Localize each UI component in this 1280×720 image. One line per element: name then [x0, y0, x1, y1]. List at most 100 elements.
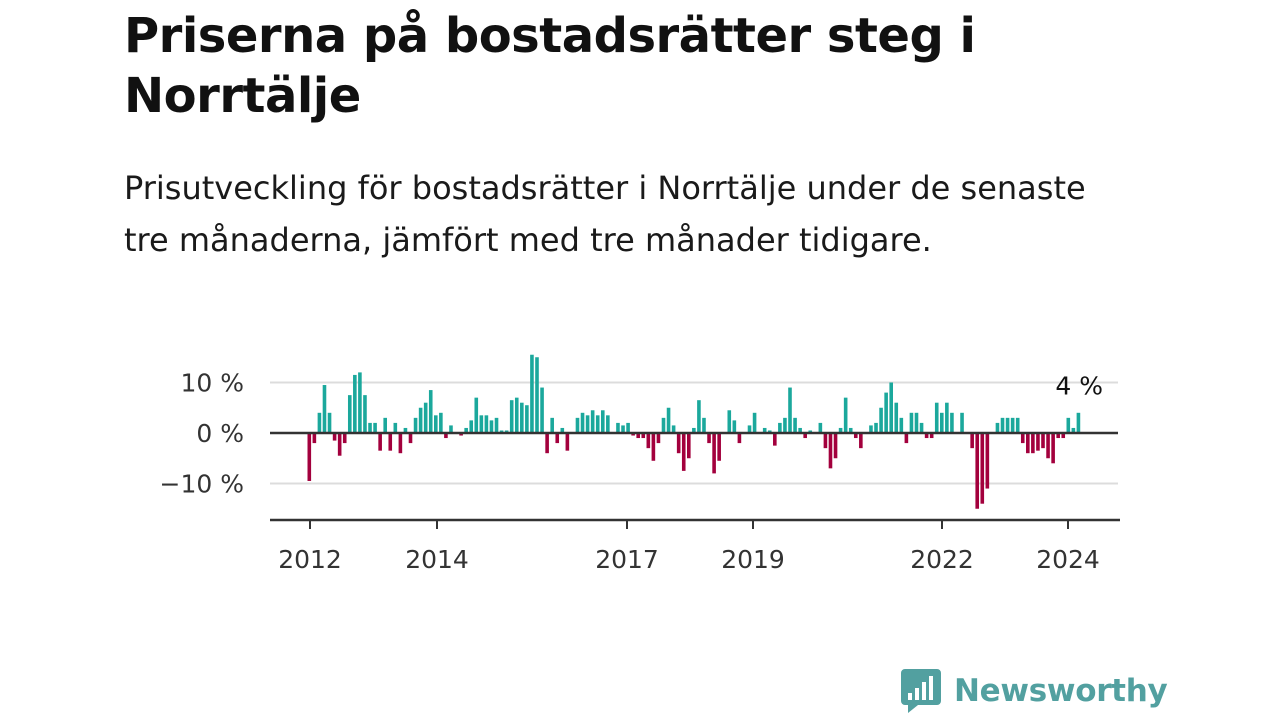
bar: [342, 433, 347, 444]
bar: [1000, 417, 1005, 433]
bar: [1071, 427, 1076, 433]
bar: [484, 415, 489, 433]
bar: [434, 415, 438, 433]
bar: [631, 433, 635, 436]
bar: [975, 433, 980, 509]
bar: [1041, 433, 1045, 449]
bar: [666, 407, 671, 433]
newsworthy-brand[interactable]: Newsworthy: [900, 668, 1168, 714]
bar: [388, 433, 393, 451]
bar: [393, 422, 398, 433]
bar: [1010, 417, 1015, 433]
bar: [494, 417, 499, 433]
newsworthy-logo-icon: [901, 669, 941, 713]
x-tick-label: 2024: [1036, 545, 1100, 574]
bar: [783, 417, 787, 433]
bar: [793, 417, 797, 433]
bar: [327, 412, 332, 433]
bar: [444, 433, 448, 439]
bar: [550, 417, 554, 433]
bar: [580, 412, 585, 433]
bar: [950, 412, 954, 433]
bar: [798, 427, 802, 433]
bar: [595, 415, 600, 433]
bar: [1066, 417, 1071, 433]
brand-name: Newsworthy: [954, 673, 1168, 709]
bar: [762, 427, 767, 433]
bar: [853, 433, 858, 439]
bar: [945, 402, 949, 433]
x-tick-label: 2012: [278, 545, 342, 574]
bar: [894, 402, 899, 433]
bar: [914, 412, 919, 433]
bar: [545, 433, 549, 454]
bar: [646, 433, 651, 449]
bar: [692, 427, 696, 433]
bar: [408, 433, 413, 444]
bar: [1005, 417, 1010, 433]
bar: [843, 397, 848, 433]
y-tick-label: 0 %: [196, 419, 244, 448]
bar: [469, 420, 474, 434]
bar: [423, 402, 428, 433]
bar: [540, 387, 544, 433]
bar: [479, 415, 484, 433]
bar: [833, 433, 838, 459]
bar: [449, 425, 453, 433]
bar: [600, 410, 605, 433]
chart-title: Priserna på bostadsrätter steg i Norrtäl…: [124, 8, 976, 124]
bar: [924, 433, 929, 439]
x-tick-label: 2017: [595, 545, 659, 574]
bar: [884, 392, 888, 433]
bar: [904, 433, 909, 444]
bar: [1020, 433, 1025, 444]
bar: [1031, 433, 1035, 454]
bar: [717, 433, 721, 461]
bar: [818, 422, 823, 433]
bar: [337, 433, 342, 456]
bar: [737, 433, 742, 444]
bar: [732, 420, 737, 434]
bar: [585, 415, 590, 433]
bar: [373, 422, 377, 433]
bar: [970, 433, 974, 449]
bar: [322, 385, 327, 433]
bar: [1056, 433, 1060, 439]
y-tick-label: −10 %: [160, 470, 244, 499]
bar: [499, 430, 504, 433]
bar: [504, 430, 509, 433]
bar: [520, 402, 524, 433]
bar: [828, 433, 833, 469]
bar: [773, 433, 777, 446]
bar: [464, 427, 468, 433]
bar: [317, 412, 322, 433]
bar: [641, 433, 646, 439]
bar: [358, 372, 362, 433]
bar: [823, 433, 828, 449]
x-tick-label: 2019: [721, 545, 785, 574]
bar: [565, 433, 570, 451]
bar: [869, 425, 873, 433]
bar: [985, 433, 990, 489]
bar: [606, 415, 610, 433]
bar: [575, 417, 580, 433]
bar: [651, 433, 656, 461]
bar: [1061, 433, 1066, 439]
bar: [428, 390, 433, 433]
bar: [960, 412, 964, 433]
x-tick-label: 2014: [405, 545, 469, 574]
bar: [1036, 433, 1040, 451]
bars: [307, 354, 1081, 509]
bar: [879, 407, 883, 433]
bar: [530, 354, 534, 433]
bar: [661, 417, 666, 433]
bar: [712, 433, 716, 474]
bar: [1076, 412, 1081, 433]
bar: [621, 425, 625, 433]
bar: [940, 412, 944, 433]
bar: [747, 425, 752, 433]
bar: [778, 422, 782, 433]
bar: [788, 387, 792, 433]
bar: [838, 427, 843, 433]
bar: [1046, 433, 1050, 459]
